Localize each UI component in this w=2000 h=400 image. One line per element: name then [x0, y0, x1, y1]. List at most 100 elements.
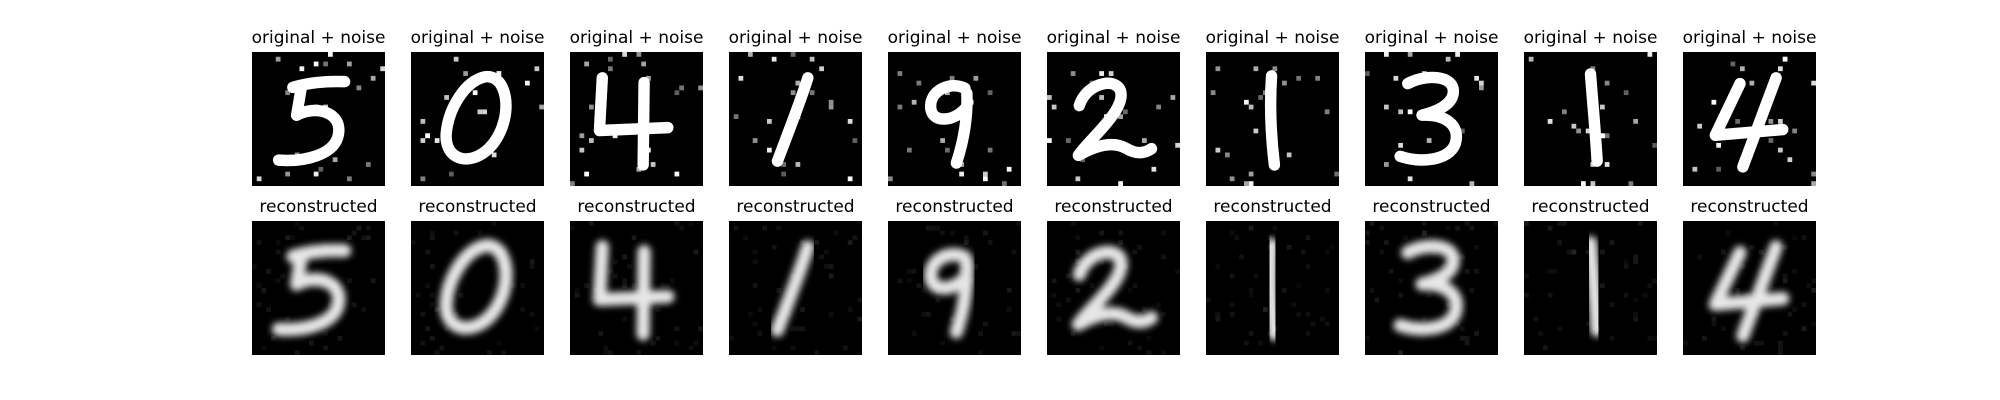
noise-pixel	[366, 162, 371, 167]
digit-image-noisy-1	[729, 52, 862, 186]
noise-pixel	[1175, 142, 1180, 148]
noisy-digit-graphic	[1365, 52, 1498, 186]
noise-pixel	[809, 90, 815, 96]
residual-pixel	[907, 278, 912, 284]
residual-pixel	[1721, 326, 1726, 332]
residual-pixel	[1161, 311, 1166, 317]
residual-pixel	[370, 278, 376, 284]
residual-pixel	[574, 292, 580, 298]
residual-pixel	[776, 288, 782, 293]
noise-pixel	[1600, 104, 1605, 110]
residual-pixel	[1324, 249, 1330, 255]
residual-pixel	[487, 350, 492, 355]
residual-pixel	[328, 302, 333, 308]
digit-strokes	[1263, 238, 1282, 341]
residual-pixel	[1215, 264, 1221, 269]
residual-pixel	[1422, 230, 1427, 236]
noise-pixel	[1080, 157, 1085, 163]
noise-pixel	[1047, 95, 1052, 100]
noise-pixel	[1070, 71, 1076, 76]
residual-pixel	[1296, 283, 1301, 288]
digit-strokes	[1072, 77, 1158, 162]
residual-pixel	[693, 249, 699, 255]
residual-pixel	[1811, 321, 1816, 327]
noise-pixel	[1225, 152, 1230, 158]
residual-pixel	[420, 340, 426, 346]
residual-pixel	[584, 283, 589, 288]
residual-pixel	[1633, 254, 1638, 260]
noise-pixel	[911, 99, 917, 105]
residual-pixel	[366, 235, 371, 241]
residual-pixel	[790, 273, 796, 279]
residual-pixel	[430, 264, 435, 269]
noise-pixel	[299, 66, 305, 72]
reconstructed-digit-graphic	[1206, 221, 1339, 355]
noise-pixel	[907, 147, 912, 153]
residual-pixel	[266, 268, 271, 274]
residual-pixel	[453, 311, 459, 317]
residual-pixel	[911, 331, 917, 336]
residual-pixel	[1305, 264, 1311, 269]
residual-pixel	[1422, 230, 1427, 236]
residual-pixel	[1234, 235, 1240, 241]
residual-pixel	[1215, 311, 1221, 317]
noise-pixel	[828, 104, 834, 110]
digit-strokes	[272, 75, 351, 167]
residual-pixel	[430, 302, 435, 308]
residual-pixel	[1744, 292, 1750, 298]
noise-pixel	[1647, 52, 1653, 57]
noise-pixel	[1263, 90, 1268, 96]
residual-pixel	[752, 259, 758, 265]
residual-pixel	[458, 292, 464, 298]
noise-pixel	[636, 52, 642, 57]
noise-pixel	[1412, 75, 1418, 81]
residual-pixel	[1647, 283, 1653, 288]
residual-pixel	[1595, 326, 1600, 332]
residual-pixel	[1566, 249, 1572, 255]
noise-pixel	[1099, 95, 1104, 100]
panel-title: reconstructed	[259, 197, 378, 217]
noise-pixel	[491, 152, 497, 158]
noise-pixel	[313, 171, 319, 177]
image-background	[570, 221, 703, 355]
residual-pixel	[1080, 321, 1085, 327]
noise-pixel	[1782, 56, 1788, 62]
residual-pixel	[1557, 240, 1562, 245]
noise-pixel	[959, 162, 964, 167]
residual-pixel	[1778, 340, 1783, 346]
noise-pixel	[795, 80, 801, 86]
residual-pixel	[828, 273, 834, 279]
residual-pixel	[1725, 230, 1731, 236]
residual-pixel	[1075, 235, 1081, 241]
panel-title: reconstructed	[418, 197, 537, 217]
noise-pixel	[897, 71, 903, 76]
digit-image-noisy-0	[411, 52, 544, 186]
residual-pixel	[430, 235, 435, 241]
noise-pixel	[608, 66, 613, 72]
residual-pixel	[1229, 302, 1235, 308]
residual-pixel	[636, 350, 642, 355]
noise-pixel	[1286, 152, 1292, 158]
noise-pixel	[589, 104, 594, 110]
noise-pixel	[1692, 166, 1698, 172]
residual-pixel	[1493, 221, 1498, 226]
residual-pixel	[1310, 321, 1316, 327]
residual-pixel	[824, 249, 829, 255]
residual-pixel	[529, 311, 535, 317]
residual-pixel	[1398, 350, 1403, 355]
residual-pixel	[1547, 292, 1553, 298]
digit-strokes	[592, 240, 675, 341]
residual-pixel	[1768, 283, 1774, 288]
residual-pixel	[294, 254, 300, 260]
residual-pixel	[748, 311, 753, 317]
noise-pixel	[1792, 128, 1797, 134]
residual-pixel	[1132, 283, 1138, 288]
noise-pixel	[1248, 171, 1254, 177]
residual-pixel	[593, 288, 599, 293]
residual-pixel	[949, 316, 955, 322]
panel-title: reconstructed	[895, 197, 1014, 217]
residual-pixel	[1369, 221, 1375, 226]
residual-pixel	[926, 225, 931, 231]
residual-pixel	[420, 311, 426, 317]
residual-pixel	[1118, 240, 1123, 245]
